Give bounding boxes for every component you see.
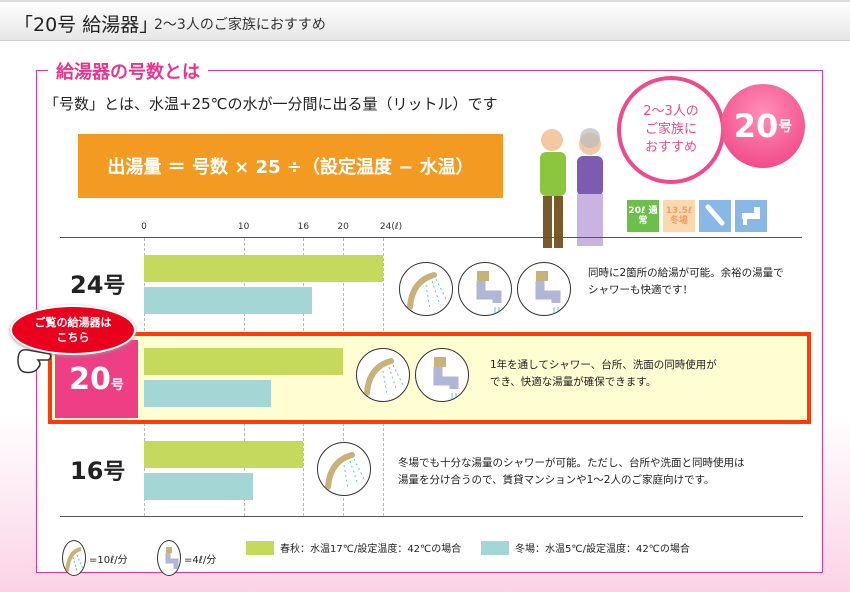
- winter-bar-20号: [144, 380, 272, 407]
- legend-swatch-winter: [481, 540, 509, 555]
- chart-bottom-line: [60, 516, 803, 517]
- axis-line: [60, 237, 802, 238]
- section-title: 給湯器の号数とは: [48, 58, 208, 84]
- winter-bar-24号: [144, 287, 313, 314]
- faucet-icon: [735, 200, 767, 232]
- row-label-16: 16号: [70, 457, 126, 485]
- faucet-icon: [458, 262, 512, 316]
- row-desc-16: 冬場でも十分な湯量のシャワーが可能。ただし、台所や洗面と同時使用は 湯量を分け合…: [398, 457, 745, 486]
- flow-20l-icon: 20ℓ 通常: [627, 200, 659, 232]
- page-title: 「20号 給湯器」: [14, 14, 159, 36]
- shower-icon: [317, 442, 371, 496]
- axis-tick-label: 10: [237, 222, 250, 232]
- shower-icon: [399, 262, 453, 316]
- section-lead: 「号数」とは、水温+25℃の水が一分間に出る量（リットル）です: [44, 95, 498, 113]
- row-desc-20: 1年を通してシャワー、台所、洗面の同時使用が でき、快適な湯量が確保できます。: [490, 359, 717, 388]
- shower-icon: [699, 200, 731, 232]
- shower-icon: [356, 348, 410, 402]
- spring-bar-24号: [144, 255, 383, 282]
- formula-box: 出湯量 ＝ 号数 × 25 ÷（設定温度 − 水温）: [78, 134, 503, 198]
- flow-13-5l-icon: 13.5ℓ 冬場: [663, 200, 695, 232]
- recommend-badge: 2〜3人の ご家族に おすすめ: [617, 76, 725, 184]
- row-desc-24: 同時に2箇所の給湯が可能。余裕の湯量で シャワーも快適です！: [588, 267, 784, 296]
- page-subtitle: 2〜3人のご家族におすすめ: [154, 17, 326, 33]
- faucet-icon: [415, 348, 469, 402]
- elderly-couple-illustration: [540, 128, 603, 248]
- axis-tick-label: 20: [337, 222, 349, 232]
- pointing-hand-icon: [17, 348, 52, 374]
- spring-bar-16号: [144, 441, 304, 468]
- legend-winter: 冬場：水温5℃/設定温度：42℃の場合: [481, 540, 690, 555]
- axis-tick-label: 24(ℓ): [379, 222, 403, 232]
- axis-tick-label: 0: [141, 222, 147, 232]
- spring-bar-20号: [144, 348, 344, 375]
- faucet-icon: [517, 262, 571, 316]
- legend-shower: =10ℓ/分: [62, 540, 128, 576]
- faucet-icon: [157, 540, 181, 576]
- row-label-24: 24号: [70, 271, 126, 299]
- legend-faucet: =4ℓ/分: [157, 540, 216, 576]
- legend-swatch-spring: [246, 540, 274, 555]
- legend-spring: 春秋：水温17℃/設定温度：42℃の場合: [246, 540, 461, 555]
- shower-icon: [62, 540, 86, 576]
- current-model-callout: ご覧の給湯器は こちら: [10, 305, 136, 355]
- winter-bar-16号: [144, 473, 253, 500]
- page-header: 「20号 給湯器」 2〜3人のご家族におすすめ: [0, 0, 850, 41]
- axis-tick-label: 16: [297, 222, 310, 232]
- size-badge: 20 号: [721, 84, 805, 168]
